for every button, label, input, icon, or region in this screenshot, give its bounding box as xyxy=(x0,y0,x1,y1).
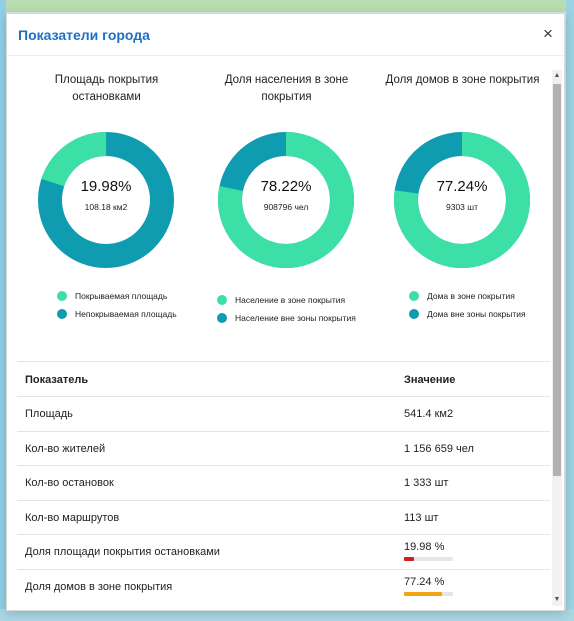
donut-percent: 78.22% xyxy=(260,178,312,195)
table-row: Доля площади покрытия остановками 19.98 … xyxy=(17,535,550,570)
row-value: 1 333 шт xyxy=(404,477,449,490)
donut-subvalue: 9303 шт xyxy=(446,202,478,212)
row-label: Кол-во жителей xyxy=(25,442,106,455)
chart-population-coverage: Доля населения в зоне покрытия 78.22% 90… xyxy=(199,56,374,346)
table-row: Площадь 541.4 км2 xyxy=(17,397,550,432)
donut-chart: 19.98% 108.18 км2 xyxy=(38,132,174,268)
row-label: Кол-во маршрутов xyxy=(25,511,120,524)
chart-houses-coverage: Доля домов в зоне покрытия 77.24% 9303 ш… xyxy=(375,56,550,346)
scroll-up-icon[interactable]: ▲ xyxy=(553,72,561,79)
donut-svg xyxy=(394,132,530,268)
dialog-header: Показатели города × xyxy=(7,14,564,56)
table-row: Кол-во остановок 1 333 шт xyxy=(17,466,550,501)
donut-covered-segment xyxy=(218,132,354,268)
legend-label: Население вне зоны покрытия xyxy=(235,313,356,323)
column-header-indicator: Показатель xyxy=(25,374,89,386)
row-value: 1 156 659 чел xyxy=(404,442,474,455)
chart-title: Доля домов в зоне покрытия xyxy=(385,74,540,86)
row-label: Площадь xyxy=(25,408,73,420)
legend-dot-icon xyxy=(217,295,227,305)
legend-dot-icon xyxy=(217,313,227,323)
donut-subvalue: 908796 чел xyxy=(263,202,309,212)
progress-fill xyxy=(404,557,414,562)
donut-chart: 78.22% 908796 чел xyxy=(218,132,354,268)
stats-table: Показатель Значение Площадь 541.4 км2 Ко… xyxy=(17,361,550,605)
legend-dot-icon xyxy=(57,291,67,301)
city-stats-dialog: Показатели города × Площадь покрытия ост… xyxy=(6,13,565,611)
progress-bar xyxy=(404,557,453,562)
legend-dot-icon xyxy=(57,309,67,319)
donut-covered-segment xyxy=(38,132,174,268)
map-background-strip xyxy=(0,0,574,12)
table-row: Кол-во жителей 1 156 659 чел xyxy=(17,432,550,467)
row-value: 541.4 км2 xyxy=(404,408,454,420)
row-label: Доля домов в зоне покрытия xyxy=(25,580,173,593)
chart-title: Площадь покрытия остановками xyxy=(54,74,159,103)
donut-chart: 77.24% 9303 шт xyxy=(394,132,530,268)
progress-bar xyxy=(404,591,453,596)
row-value: 113 шт xyxy=(404,511,439,524)
legend-dot-icon xyxy=(409,309,419,319)
progress-fill xyxy=(404,591,442,596)
chart-title: Доля населения в зоне покрытия xyxy=(224,74,349,103)
legend-dot-icon xyxy=(409,291,419,301)
close-icon[interactable]: × xyxy=(543,24,553,43)
map-background-strip xyxy=(566,0,574,621)
row-value: 77.24 % xyxy=(404,575,445,588)
donut-subvalue: 108.18 км2 xyxy=(84,202,128,212)
donut-percent: 19.98% xyxy=(80,178,132,195)
donut-svg xyxy=(218,132,354,268)
charts-row: Площадь покрытия остановками 19.98% 108.… xyxy=(7,56,552,346)
vertical-scrollbar[interactable]: ▲ ▼ xyxy=(552,70,562,606)
legend-label: Покрываемая площадь xyxy=(75,291,168,301)
donut-covered-segment xyxy=(394,132,530,268)
row-label: Кол-во остановок xyxy=(25,477,114,490)
table-row: Кол-во маршрутов 113 шт xyxy=(17,501,550,536)
donut-svg xyxy=(38,132,174,268)
dialog-title: Показатели города xyxy=(18,27,150,43)
table-header-row: Показатель Значение xyxy=(17,361,550,397)
map-background-strip xyxy=(0,0,6,621)
map-background-strip xyxy=(0,609,574,621)
legend-label: Население в зоне покрытия xyxy=(235,295,346,305)
donut-percent: 77.24% xyxy=(436,178,488,195)
legend-label: Дома вне зоны покрытия xyxy=(427,309,526,319)
legend-label: Дома в зоне покрытия xyxy=(427,291,515,301)
chart-area-coverage: Площадь покрытия остановками 19.98% 108.… xyxy=(19,56,194,346)
scrollbar-thumb[interactable] xyxy=(553,84,561,476)
legend-label: Непокрываемая площадь xyxy=(75,309,177,319)
scroll-down-icon[interactable]: ▼ xyxy=(553,596,561,603)
table-row: Доля домов в зоне покрытия 77.24 % xyxy=(17,570,550,605)
column-header-value: Значение xyxy=(404,374,456,386)
dialog-content[interactable]: Площадь покрытия остановками 19.98% 108.… xyxy=(7,56,552,610)
row-label: Доля площади покрытия остановками xyxy=(25,546,220,559)
row-value: 19.98 % xyxy=(404,541,445,554)
